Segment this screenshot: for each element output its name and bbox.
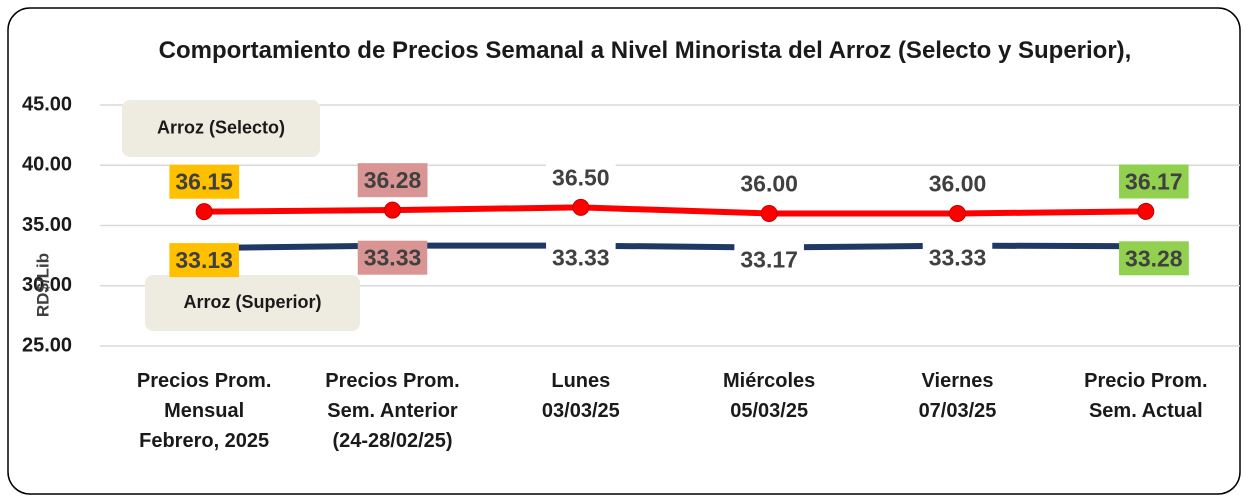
legend-box — [145, 275, 360, 331]
x-tick-label: Miércoles 05/03/25 — [723, 370, 816, 422]
x-tick-label: Precios Prom. Mensual Febrero, 2025 — [136, 370, 272, 452]
data-label: 33.33 — [552, 245, 610, 271]
data-label: 33.33 — [929, 245, 987, 271]
data-point — [949, 204, 966, 222]
y-tick-label: 45.00 — [22, 93, 72, 115]
data-label: 33.13 — [175, 247, 233, 273]
data-label: 36.50 — [552, 165, 610, 191]
data-label-bg — [169, 243, 239, 278]
data-point — [195, 203, 213, 221]
data-label-bg — [922, 166, 993, 201]
chart-title: Comportamiento de Precios Semanal a Nive… — [158, 37, 1132, 64]
data-label: 36.00 — [929, 171, 987, 197]
legend-label: Arroz (Superior) — [183, 292, 321, 312]
data-label-bg — [734, 242, 804, 277]
series-line — [201, 204, 1149, 217]
x-tick-label: Precios Prom. Sem. Anterior (24-28/02/25… — [325, 370, 460, 452]
data-point — [1137, 202, 1155, 220]
legend-box — [122, 100, 320, 157]
x-tick-label: Lunes 03/03/25 — [541, 370, 620, 422]
y-tick-label: 40.00 — [22, 154, 72, 176]
data-point — [572, 198, 590, 216]
x-tick-label: Precio Prom. Sem. Actual — [1084, 370, 1208, 422]
data-label: 33.33 — [364, 245, 422, 271]
data-label: 33.28 — [1125, 245, 1183, 271]
series-line — [201, 242, 1149, 252]
y-tick-label: 35.00 — [22, 214, 72, 236]
legend-label: Arroz (Selecto) — [157, 117, 285, 137]
data-label: 33.17 — [740, 247, 798, 273]
data-label-bg — [1119, 241, 1189, 276]
data-label: 36.17 — [1125, 168, 1183, 194]
data-label-bg — [546, 240, 616, 275]
data-label-bg — [922, 240, 993, 275]
data-label-bg — [169, 164, 240, 199]
data-label-bg — [357, 163, 428, 198]
y-axis-label: RD$/Lib — [33, 253, 52, 317]
data-label: 36.15 — [175, 169, 233, 195]
x-tick-label: Viernes 07/03/25 — [918, 370, 997, 422]
data-label-bg — [357, 240, 428, 275]
data-point — [384, 201, 401, 219]
data-point — [760, 204, 778, 222]
data-label: 36.28 — [364, 167, 422, 193]
y-tick-label: 25.00 — [22, 334, 72, 356]
data-label-bg — [1119, 164, 1189, 199]
data-label-bg — [734, 166, 804, 201]
data-label: 36.00 — [740, 171, 798, 197]
y-tick-label: 30.00 — [22, 274, 72, 296]
data-label-bg — [546, 160, 616, 195]
